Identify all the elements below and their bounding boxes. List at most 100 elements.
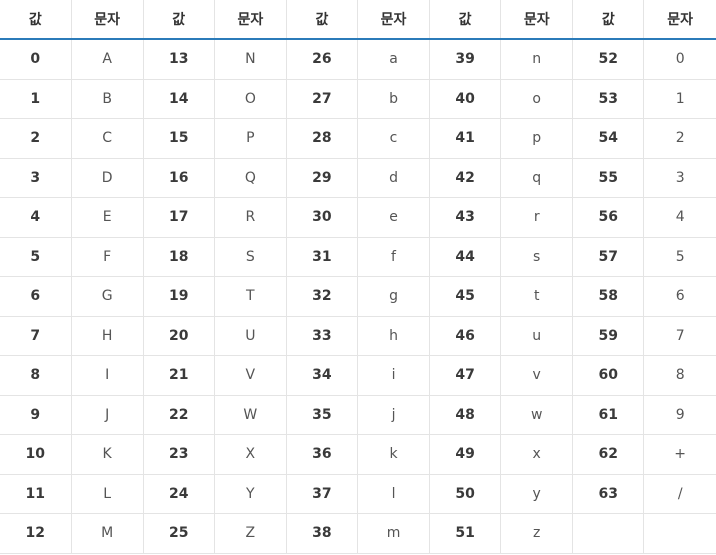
header-value: 값 [572, 0, 644, 40]
header-value: 값 [429, 0, 501, 40]
value-cell: 50 [429, 474, 501, 514]
value-cell: 60 [572, 355, 644, 396]
value-cell: 55 [572, 158, 644, 198]
value-cell: 56 [572, 197, 644, 238]
value-cell: 4 [0, 197, 72, 238]
char-cell: X [213, 434, 287, 475]
value-cell: 3 [0, 158, 72, 198]
value-cell: 32 [285, 276, 358, 317]
value-cell: 36 [285, 434, 358, 475]
value-cell: 25 [142, 513, 215, 554]
header-char: 문자 [356, 0, 430, 40]
char-cell: m [356, 513, 430, 554]
value-cell: 42 [429, 158, 501, 198]
header-value: 값 [0, 0, 72, 40]
value-cell: 49 [429, 434, 501, 475]
char-cell: z [500, 513, 573, 554]
value-cell: 31 [285, 237, 358, 277]
value-cell: 33 [285, 316, 358, 356]
value-cell: 12 [0, 513, 72, 554]
char-cell: e [356, 197, 430, 238]
value-cell: 11 [0, 474, 72, 514]
value-cell: 35 [285, 395, 358, 435]
char-cell: A [70, 39, 144, 80]
table-row: 10 K 23 X 36 k 49 x 62 + [0, 434, 716, 475]
char-cell: O [213, 79, 287, 119]
char-cell: w [500, 395, 573, 435]
value-cell: 1 [0, 79, 72, 119]
table-row: 5 F 18 S 31 f 44 s 57 5 [0, 237, 716, 277]
char-cell [643, 513, 716, 554]
char-cell: J [70, 395, 144, 435]
char-cell: c [356, 118, 430, 159]
value-cell: 8 [0, 355, 72, 396]
value-cell: 20 [142, 316, 215, 356]
char-cell: x [500, 434, 573, 475]
table-row: 4 E 17 R 30 e 43 r 56 4 [0, 197, 716, 238]
value-cell: 57 [572, 237, 644, 277]
value-cell: 44 [429, 237, 501, 277]
char-cell: v [500, 355, 573, 396]
value-cell: 47 [429, 355, 501, 396]
char-cell: f [356, 237, 430, 277]
value-cell: 30 [285, 197, 358, 238]
value-cell: 53 [572, 79, 644, 119]
value-cell: 26 [285, 39, 358, 80]
char-cell: D [70, 158, 144, 198]
char-cell: Q [213, 158, 287, 198]
table-row: 12 M 25 Z 38 m 51 z [0, 513, 716, 554]
char-cell: 0 [643, 39, 716, 80]
char-cell: q [500, 158, 573, 198]
char-cell: b [356, 79, 430, 119]
char-cell: k [356, 434, 430, 475]
table-row: 7 H 20 U 33 h 46 u 59 7 [0, 316, 716, 356]
value-cell: 48 [429, 395, 501, 435]
value-cell: 9 [0, 395, 72, 435]
value-cell: 51 [429, 513, 501, 554]
char-cell: K [70, 434, 144, 475]
char-cell: u [500, 316, 573, 356]
value-cell: 62 [572, 434, 644, 475]
char-cell: p [500, 118, 573, 159]
table-row: 11 L 24 Y 37 l 50 y 63/ [0, 474, 716, 514]
char-cell: 6 [643, 276, 716, 317]
table-row: 2 C 15 P 28 c 41 p 54 2 [0, 118, 716, 159]
value-cell: 63 [572, 474, 644, 514]
char-cell: R [213, 197, 287, 238]
header-char: 문자 [643, 0, 716, 40]
value-cell: 10 [0, 434, 72, 475]
table-row: 8 I 21 V 34 i 47 v 60 8 [0, 355, 716, 396]
value-cell: 41 [429, 118, 501, 159]
value-cell: 34 [285, 355, 358, 396]
table-row: 0 A 13 N 26 a 39 n 52 0 [0, 39, 716, 80]
char-cell: 2 [643, 118, 716, 159]
char-cell: S [213, 237, 287, 277]
value-cell: 0 [0, 39, 72, 80]
value-cell: 37 [285, 474, 358, 514]
char-cell: i [356, 355, 430, 396]
value-cell: 59 [572, 316, 644, 356]
char-cell: F [70, 237, 144, 277]
char-cell: C [70, 118, 144, 159]
char-cell: T [213, 276, 287, 317]
header-value: 값 [142, 0, 215, 40]
char-cell: B [70, 79, 144, 119]
value-cell: 52 [572, 39, 644, 80]
char-cell: 7 [643, 316, 716, 356]
table-row: 9 J 22 W 35 j 48 w 61 9 [0, 395, 716, 435]
table-row: 3 D 16 Q 29 d 42 q 55 3 [0, 158, 716, 198]
value-cell: 28 [285, 118, 358, 159]
char-cell: I [70, 355, 144, 396]
value-cell: 17 [142, 197, 215, 238]
value-cell: 6 [0, 276, 72, 317]
value-cell: 7 [0, 316, 72, 356]
char-cell: 1 [643, 79, 716, 119]
value-cell: 45 [429, 276, 501, 317]
value-cell: 5 [0, 237, 72, 277]
header-char: 문자 [70, 0, 144, 40]
header-char: 문자 [213, 0, 287, 40]
value-cell: 14 [142, 79, 215, 119]
char-cell: E [70, 197, 144, 238]
char-cell: t [500, 276, 573, 317]
